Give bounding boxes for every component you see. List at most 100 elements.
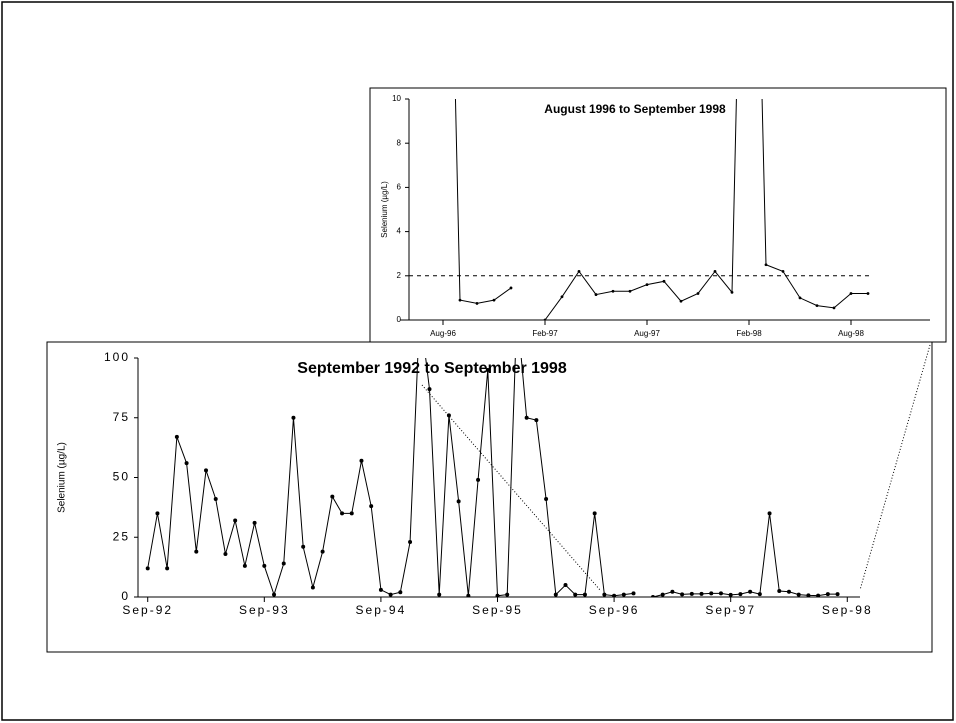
data-point [699, 591, 704, 596]
data-point [475, 302, 479, 305]
data-point [262, 563, 267, 568]
data-point [835, 592, 840, 597]
data-point [612, 593, 617, 597]
data-point [696, 292, 700, 295]
data-point [534, 418, 539, 423]
data-point [398, 590, 403, 595]
data-point [242, 563, 247, 568]
x-tick-label: Aug-96 [430, 329, 456, 338]
x-tick-label: Feb-98 [736, 329, 762, 338]
zoom-guide [859, 344, 931, 591]
data-point [204, 468, 209, 473]
data-point [764, 263, 768, 267]
data-point [223, 551, 228, 556]
data-point [798, 296, 802, 300]
data-point [730, 290, 734, 294]
data-point [796, 592, 801, 597]
data-point [777, 589, 782, 594]
data-point [437, 592, 442, 597]
chart-title: August 1996 to September 1998 [544, 102, 726, 116]
data-point [509, 286, 513, 290]
data-point [660, 592, 665, 597]
data-point [495, 593, 500, 597]
data-point [806, 593, 811, 597]
data-point [611, 289, 615, 293]
data-point [582, 592, 587, 597]
y-tick-label: 100 [104, 350, 130, 364]
x-tick-label: Sep-94 [356, 603, 407, 617]
data-point [631, 591, 636, 596]
y-tick-label: 4 [397, 227, 402, 236]
y-tick-label: 6 [397, 183, 402, 192]
data-point [563, 583, 568, 588]
data-point [446, 413, 451, 418]
data-point [213, 497, 218, 502]
data-point [466, 593, 471, 597]
y-tick-label: 75 [113, 410, 130, 424]
data-point [272, 592, 277, 597]
data-point [573, 592, 578, 597]
data-point [291, 415, 296, 420]
data-point [709, 591, 714, 596]
data-point [349, 511, 354, 516]
data-point [738, 592, 743, 597]
data-point [748, 589, 753, 594]
data-point [592, 511, 597, 516]
data-point [849, 292, 853, 295]
data-point [427, 387, 432, 392]
x-tick-label: Aug-97 [634, 329, 660, 338]
data-point [670, 589, 675, 594]
data-point [757, 592, 762, 597]
y-tick-label: 10 [392, 94, 401, 103]
data-point [485, 367, 490, 372]
x-tick-label: Sep-95 [472, 603, 523, 617]
x-tick-label: Feb-97 [532, 329, 558, 338]
y-tick-label: 2 [397, 271, 402, 280]
data-point [781, 269, 785, 273]
y-tick-label: 0 [397, 315, 402, 324]
data-point [544, 497, 549, 502]
data-point [174, 434, 179, 439]
data-point [628, 289, 632, 293]
data-point [524, 415, 529, 420]
inset-frame [369, 87, 947, 343]
data-point [492, 298, 496, 302]
x-tick-label: Sep-93 [239, 603, 290, 617]
data-point [832, 306, 836, 310]
x-tick-label: Sep-92 [122, 603, 173, 617]
data-point [713, 269, 717, 273]
data-point [728, 592, 733, 597]
y-tick-label: 50 [113, 470, 130, 484]
data-point [378, 587, 383, 592]
x-tick-label: Aug-98 [838, 329, 864, 338]
data-point [786, 589, 791, 594]
data-point [767, 511, 772, 516]
data-point [165, 566, 170, 571]
data-point [456, 499, 461, 504]
y-tick-label: 8 [397, 138, 402, 147]
data-point [252, 520, 257, 525]
data-point [689, 591, 694, 596]
data-point [679, 299, 683, 303]
data-point [594, 293, 598, 296]
data-point [458, 298, 462, 302]
data-point [718, 591, 723, 596]
data-point [816, 593, 821, 597]
data-point [301, 544, 306, 549]
data-point [145, 566, 150, 571]
data-point [866, 292, 870, 295]
data-point [359, 458, 364, 463]
data-point [408, 540, 413, 545]
x-tick-label: Sep-98 [822, 603, 873, 617]
y-tick-label: 25 [113, 529, 130, 543]
data-point [330, 494, 335, 499]
data-point [281, 561, 286, 566]
data-point [680, 592, 685, 597]
data-point [194, 549, 199, 554]
data-point [369, 504, 374, 509]
x-tick-label: Sep-97 [705, 603, 756, 617]
y-axis-label: Selenium (µg/L) [380, 181, 389, 238]
x-tick-label: Sep-96 [589, 603, 640, 617]
